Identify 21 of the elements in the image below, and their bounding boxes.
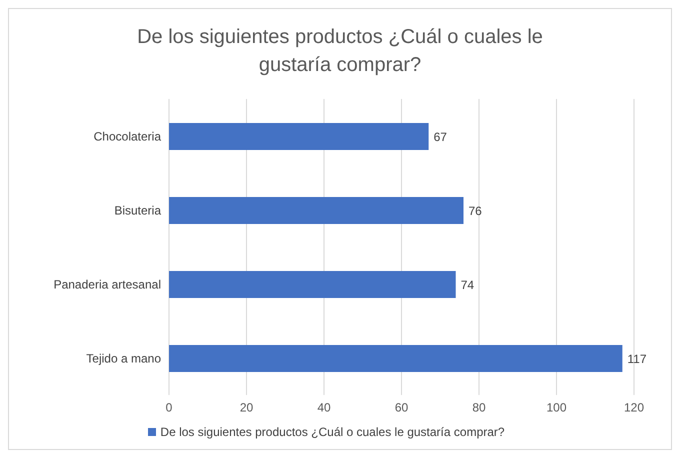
x-tick-label: 0 [166,400,173,415]
data-label: 67 [434,130,448,144]
bar [169,271,456,298]
x-tick-label: 40 [317,400,331,415]
bar [169,345,622,372]
x-tick-label: 80 [472,400,486,415]
y-tick-label: Bisuteria [114,203,162,218]
x-tick-label: 120 [624,400,644,415]
data-label: 76 [468,204,482,218]
data-label: 74 [460,278,474,292]
legend-label: De los siguientes productos ¿Cuál o cuales le gustaría comprar? [160,425,505,439]
x-tick-label: 60 [394,400,408,415]
y-tick-label: Tejido a mano [86,351,162,366]
x-tick-label: 20 [240,400,254,415]
bar [169,197,464,224]
y-tick-label: Panaderia artesanal [54,277,161,292]
y-tick-label: Chocolateria [94,129,162,144]
chart-title: De los siguientes productos ¿Cuál o cuales le gustaría comprar? [136,25,544,78]
bar [169,123,429,150]
x-tick-label: 100 [546,400,567,415]
data-label: 117 [627,352,647,366]
